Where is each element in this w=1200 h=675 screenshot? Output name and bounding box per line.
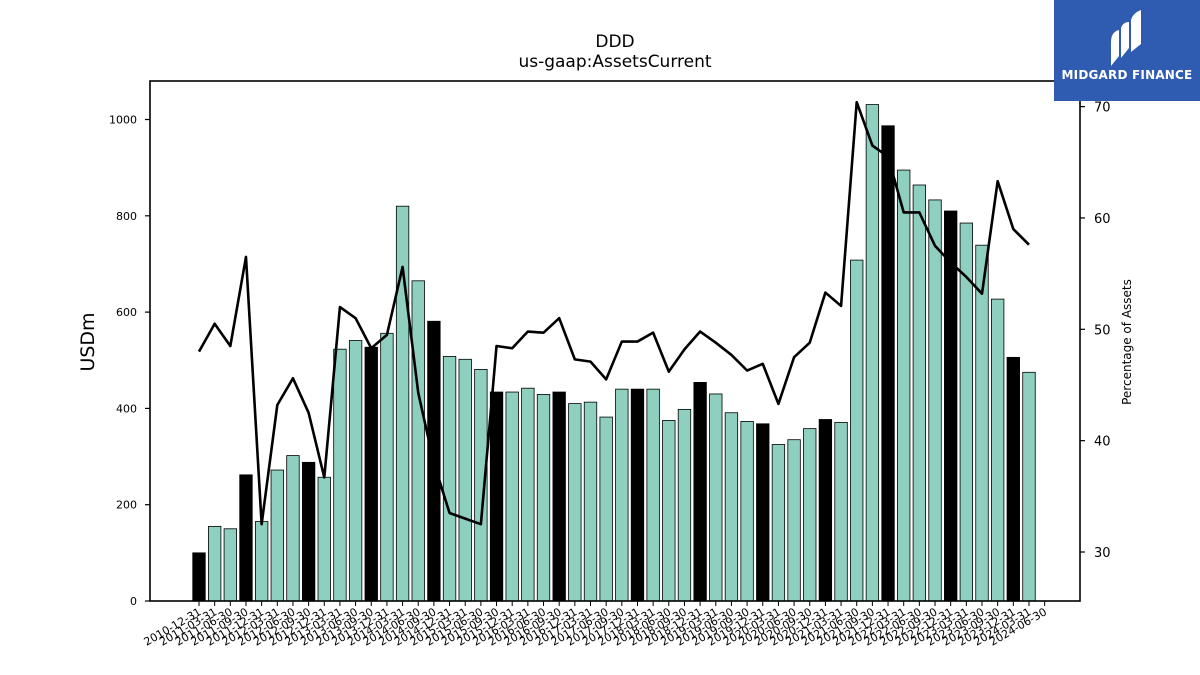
bar [599,416,613,602]
bar [317,476,331,602]
chart-subtitle: us-gaap:AssetsCurrent [518,52,712,72]
bar [333,348,347,602]
bar [192,552,206,602]
bar [223,528,237,602]
bar [740,421,754,602]
midgard-finance-logo: MIDGARD FINANCE [1054,0,1200,101]
y-left-tick-label: 400 [116,402,137,415]
y-right-tick-label: 50 [1094,323,1111,338]
bar [787,439,801,602]
bar [1022,371,1036,602]
y-axis-left-label: USDm [77,312,99,372]
bar [975,244,989,602]
y-left-tick-label: 1000 [109,114,137,127]
bar [865,104,880,602]
y-left-tick-label: 800 [116,210,137,223]
bar [662,420,676,602]
bar [239,474,253,602]
bar [881,125,895,602]
bar [552,391,566,602]
bar [270,469,284,602]
y-right-tick-label: 60 [1094,212,1111,227]
y-right-tick-label: 40 [1094,435,1111,450]
bar [850,259,864,602]
bar [959,222,973,602]
y-left-tick-label: 600 [116,306,137,319]
bar [756,423,770,602]
y-axis-right-label: Percentage of Assets [1120,279,1134,405]
y-left-tick-label: 200 [116,499,137,512]
y-left-tick-label: 0 [130,595,137,608]
bar [411,280,425,602]
logo-text: MIDGARD FINANCE [1061,68,1193,82]
bar [912,184,927,602]
chart-title: DDD [595,32,635,52]
bar [834,421,848,602]
percentage-line [197,100,1030,526]
bar [208,525,222,602]
bar [505,391,519,602]
bar [646,388,660,602]
bar [380,332,394,602]
y-right-tick-label: 70 [1094,101,1111,116]
logo-mark-icon [1111,10,1141,66]
bar [521,387,535,602]
bar [818,419,833,602]
bar [693,382,707,602]
bar [677,408,692,602]
bar [348,340,363,602]
bar [991,298,1005,602]
bar [286,455,300,602]
bar [803,428,817,602]
bar [442,356,457,602]
bar [254,521,269,602]
bar [489,391,504,602]
bar [301,461,316,602]
bar [568,403,582,602]
bar [724,412,739,602]
bar [395,205,410,602]
bar [897,169,911,602]
bar [1006,356,1020,602]
y-right-tick-label: 30 [1094,546,1111,561]
bar [630,388,645,602]
plot-frame [149,80,1081,602]
bar [928,199,942,602]
bar [458,358,472,602]
bar [364,346,378,602]
bar [583,401,598,602]
bar [771,444,786,602]
bar [709,393,723,602]
bar [536,394,551,602]
bar [944,210,958,602]
bar [615,388,629,602]
